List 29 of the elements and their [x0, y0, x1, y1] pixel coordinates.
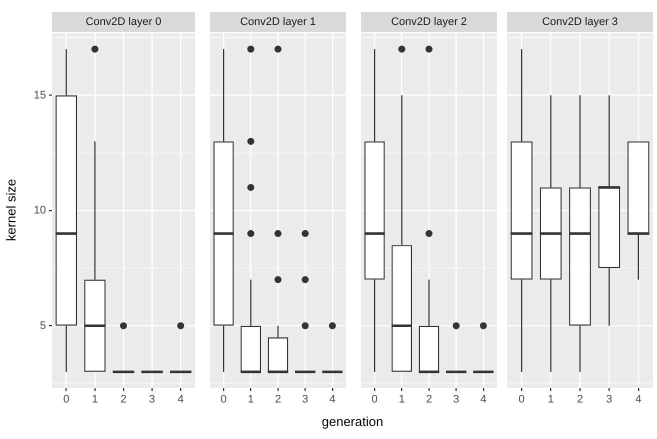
x-tick-label: 0 — [63, 394, 70, 406]
x-tick-label: 3 — [302, 394, 308, 406]
x-tick-label: 3 — [606, 394, 612, 406]
x-tick-label: 4 — [480, 394, 486, 406]
chart-title: Conv2D layer 0 — [86, 16, 162, 28]
x-tick-label: 1 — [398, 394, 405, 406]
x-tick-label: 2 — [274, 394, 282, 406]
x-tick-label: 0 — [518, 394, 525, 406]
x-tick-label: 1 — [248, 394, 254, 406]
x-tick-label: 4 — [329, 394, 336, 406]
y-tick-label: 10 — [34, 204, 46, 217]
y-tick-label: 15 — [34, 89, 46, 102]
chart-title: Conv2D layer 3 — [542, 16, 618, 28]
y-tick-label: 5 — [40, 320, 46, 332]
x-tick-label: 2 — [576, 394, 584, 406]
x-tick-label: 3 — [149, 394, 156, 406]
x-tick-label: 4 — [635, 394, 642, 406]
x-tick-label: 0 — [372, 394, 378, 406]
x-tick-label: 4 — [178, 394, 184, 406]
chart-title: Conv2D layer 2 — [391, 16, 467, 28]
x-tick-label: 0 — [220, 394, 227, 406]
x-tick-label: 3 — [453, 394, 460, 406]
y-axis-title: kernel size — [4, 178, 18, 242]
x-tick-label: 1 — [92, 394, 98, 406]
x-tick-label: 2 — [120, 394, 127, 406]
chart-title: Conv2D layer 1 — [240, 16, 316, 28]
x-axis-title: generation — [320, 414, 384, 429]
x-tick-label: 2 — [426, 394, 432, 406]
x-tick-label: 1 — [548, 394, 554, 406]
